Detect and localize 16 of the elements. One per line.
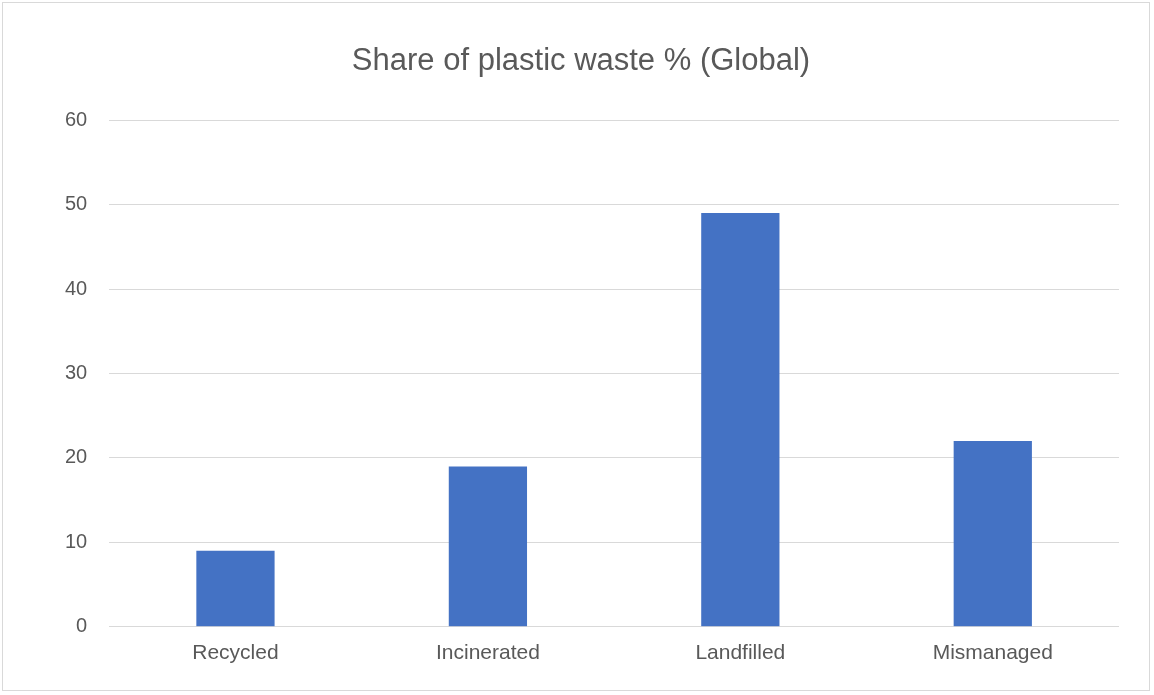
- x-tick-label: Landfilled: [695, 640, 786, 664]
- y-tick-label: 50: [65, 192, 88, 215]
- chart-title: Share of plastic waste % (Global): [351, 42, 811, 78]
- x-tick-label: Incinerated: [435, 640, 540, 664]
- y-tick-label: 0: [76, 614, 88, 637]
- y-tick-label: 60: [65, 107, 88, 130]
- bar: [448, 466, 528, 627]
- y-tick-label: 20: [65, 445, 88, 468]
- y-tick-label: 30: [65, 361, 88, 384]
- x-tick-label: Recycled: [192, 640, 279, 664]
- bar: [196, 550, 275, 627]
- bar: [953, 441, 1032, 627]
- bar: [701, 213, 780, 627]
- x-tick-label: Mismanaged: [932, 640, 1053, 664]
- y-tick-label: 10: [65, 529, 88, 552]
- y-tick-label: 40: [65, 276, 88, 299]
